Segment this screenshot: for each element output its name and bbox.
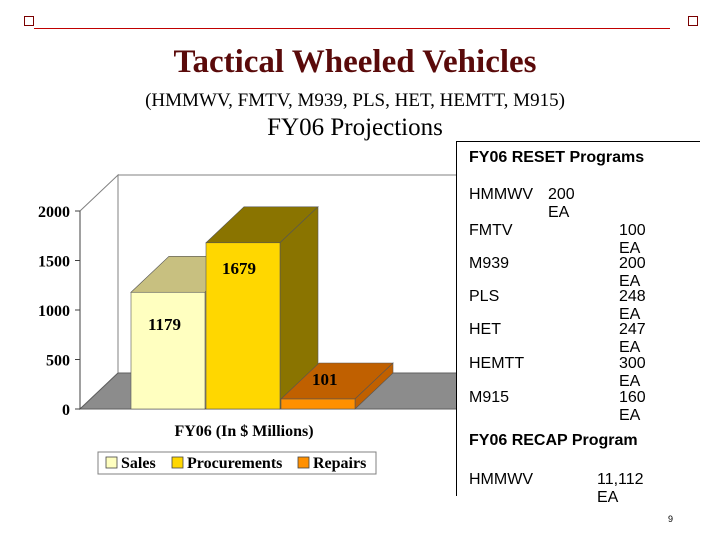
legend-swatch: [297, 456, 310, 469]
page-number: 9: [668, 514, 674, 524]
slide-title: Tactical Wheeled Vehicles: [173, 44, 537, 80]
reset-item-name: HMMWV: [469, 186, 533, 203]
recap-item-value: 11,112 EA: [597, 471, 644, 506]
slide-subtitle: (HMMWV, FMTV, M939, PLS, HET, HEMTT, M91…: [145, 90, 565, 111]
data-label: 101: [312, 370, 338, 389]
reset-item-name: M939: [469, 255, 510, 272]
legend-entry: Sales: [121, 455, 156, 472]
reset-item-value: 160 EA: [619, 389, 646, 424]
reset-item: HMMWV 200 EA: [469, 186, 575, 221]
reset-item: HEMTT 300 EA: [469, 355, 646, 390]
reset-item-value: 200 EA: [619, 255, 646, 290]
reset-item-name: M915: [469, 389, 510, 406]
bar-procurements: [205, 206, 319, 410]
legend-swatch: [105, 456, 118, 469]
data-label: 1679: [222, 259, 256, 278]
reset-item-name: FMTV: [469, 222, 513, 239]
reset-item: PLS 248 EA: [469, 288, 646, 323]
legend-entry: Procurements: [187, 455, 282, 472]
reset-item: FMTV 100 EA: [469, 222, 646, 257]
chart-side-wall: [79, 173, 119, 411]
recap-item: HMMWV 11,112 EA: [469, 471, 644, 506]
projections-heading: FY06 Projections: [267, 114, 443, 141]
bar-front-face: [205, 242, 281, 410]
recap-item-name: HMMWV: [469, 471, 533, 488]
reset-item-value: 200 EA: [548, 186, 575, 221]
decor-square-right: [688, 16, 698, 26]
reset-item-name: HEMTT: [469, 355, 525, 372]
reset-item-value: 100 EA: [619, 222, 646, 257]
bar-front-face: [130, 291, 206, 410]
reset-item-name: PLS: [469, 288, 500, 305]
reset-item-value: 248 EA: [619, 288, 646, 323]
y-tick-label: 1000: [38, 303, 70, 320]
x-axis-label: FY06 (In $ Millions): [174, 423, 313, 440]
programs-panel: FY06 RESET Programs HMMWV 200 EA FMTV 10…: [456, 141, 700, 506]
reset-item-value: 300 EA: [619, 355, 646, 390]
y-tick-label: 0: [62, 402, 70, 419]
legend: Sales Procurements Repairs: [97, 451, 377, 475]
reset-item: M915 160 EA: [469, 389, 646, 424]
reset-item-value: 247 EA: [619, 321, 646, 356]
legend-entry: Repairs: [313, 455, 366, 472]
y-tick-label: 1500: [38, 254, 70, 271]
reset-heading: FY06 RESET Programs: [469, 149, 645, 166]
reset-item: M939 200 EA: [469, 255, 646, 290]
reset-item: HET 247 EA: [469, 321, 646, 356]
recap-heading: FY06 RECAP Program: [469, 432, 638, 449]
bar-front-face: [280, 398, 356, 410]
data-label: 1179: [148, 315, 181, 334]
decor-square-left: [24, 16, 34, 26]
bar-repairs: [280, 362, 394, 410]
legend-swatch: [171, 456, 184, 469]
reset-item-name: HET: [469, 321, 501, 338]
y-tick-label: 500: [46, 353, 70, 370]
top-rule: [34, 28, 670, 29]
y-tick-label: 2000: [38, 204, 70, 221]
